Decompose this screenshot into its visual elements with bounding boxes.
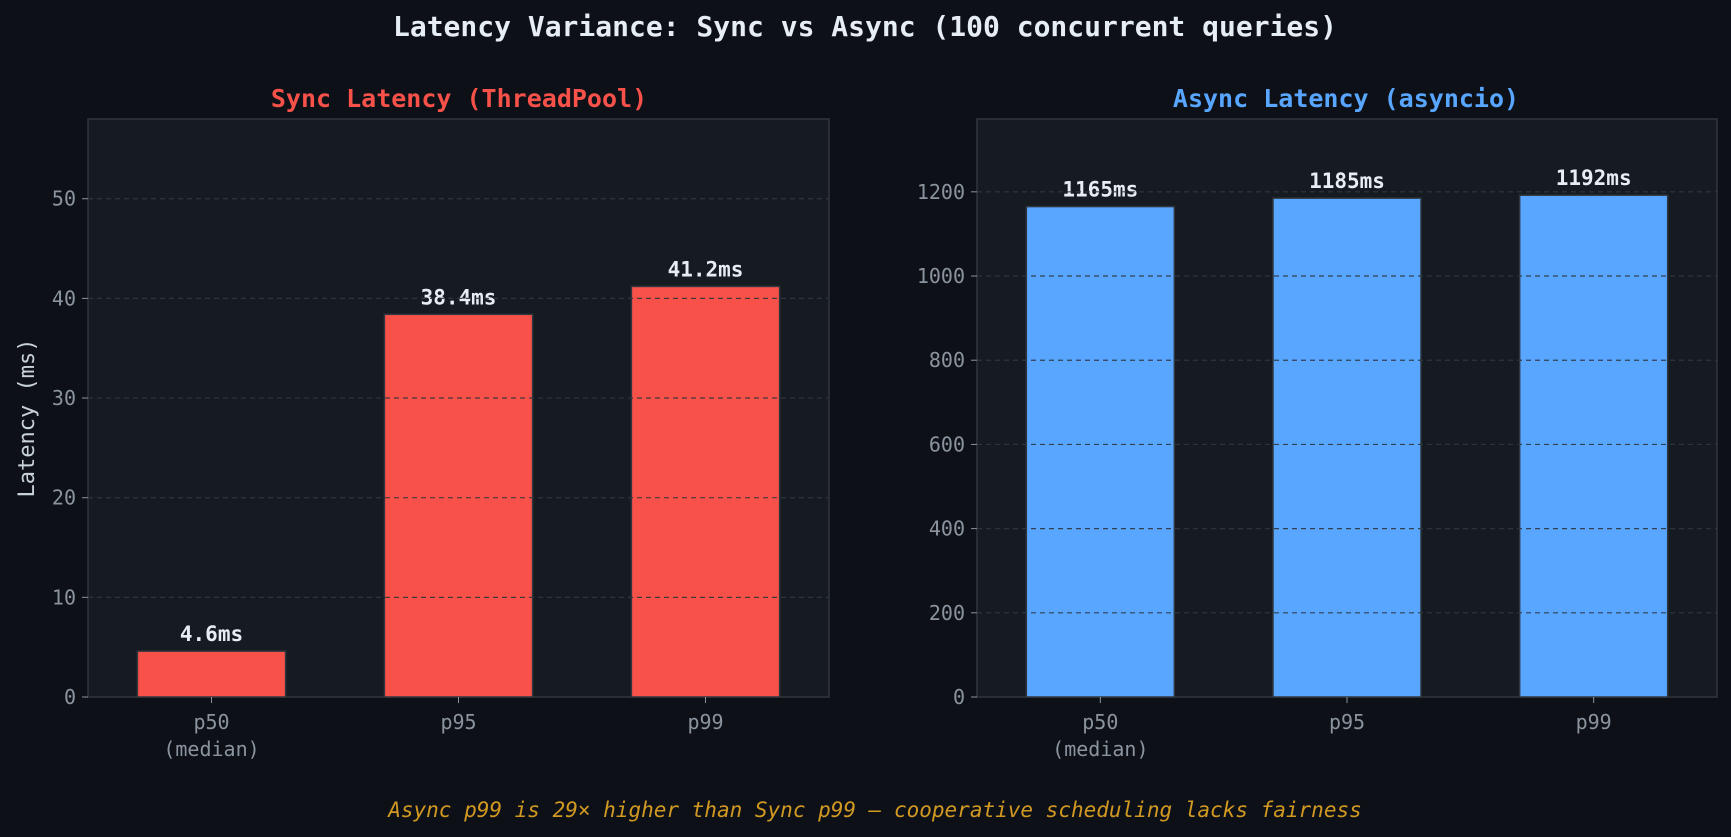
sync-x-tick-label: p50 (median) <box>163 710 259 761</box>
sync-y-tick-label: 50 <box>52 187 76 211</box>
async-x-tick-label: p95 <box>1329 710 1365 734</box>
sync-panel-title: Sync Latency (ThreadPool) <box>271 84 647 113</box>
async-x-tick-label: p99 <box>1576 710 1612 734</box>
async-value-label: 1192ms <box>1556 166 1632 190</box>
sync-y-tick-label: 10 <box>52 585 76 609</box>
sync-latency-panel: Sync Latency (ThreadPool) Latency (ms) 0… <box>15 84 830 761</box>
sync-value-label: 38.4ms <box>421 285 497 309</box>
sync-x-tick-label: p95 <box>440 710 476 734</box>
sync-x-tick-label: p99 <box>687 710 723 734</box>
async-y-tick-label: 1000 <box>917 264 965 288</box>
sync-value-label: 4.6ms <box>180 622 243 646</box>
async-value-label: 1165ms <box>1062 178 1138 202</box>
figure-title: Latency Variance: Sync vs Async (100 con… <box>393 10 1337 43</box>
async-y-tick-label: 200 <box>929 601 965 625</box>
sync-y-tick-label: 40 <box>52 286 76 310</box>
async-value-label: 1185ms <box>1309 169 1385 193</box>
async-bar-1 <box>1025 205 1176 698</box>
sync-bar-1 <box>136 650 287 698</box>
async-y-tick-label: 0 <box>953 685 965 709</box>
sync-y-tick-label: 30 <box>52 386 76 410</box>
async-latency-panel: Async Latency (asyncio) 0 200 400 600 800 100… <box>917 84 1718 761</box>
async-y-tick-label: 600 <box>929 432 965 456</box>
sync-y-tick-label: 20 <box>52 486 76 510</box>
sync-bars <box>136 285 781 698</box>
async-panel-title: Async Latency (asyncio) <box>1173 84 1519 113</box>
async-bar-2 <box>1272 197 1422 698</box>
async-bars <box>1025 194 1669 698</box>
figure-caption: Async p99 is 29× higher than Sync p99 — … <box>386 798 1362 822</box>
async-bar-3 <box>1518 194 1669 698</box>
async-x-tick-label: p50 (median) <box>1052 710 1148 761</box>
async-y-tick-label: 800 <box>929 348 965 372</box>
sync-value-label: 41.2ms <box>668 257 744 281</box>
async-y-tick-label: 1200 <box>917 180 965 204</box>
sync-bar-2 <box>383 313 534 698</box>
async-y-tick-label: 400 <box>929 517 965 541</box>
sync-bar-3 <box>630 285 781 698</box>
sync-y-tick-label: 0 <box>64 685 76 709</box>
sync-y-axis-label: Latency (ms) <box>15 339 40 498</box>
